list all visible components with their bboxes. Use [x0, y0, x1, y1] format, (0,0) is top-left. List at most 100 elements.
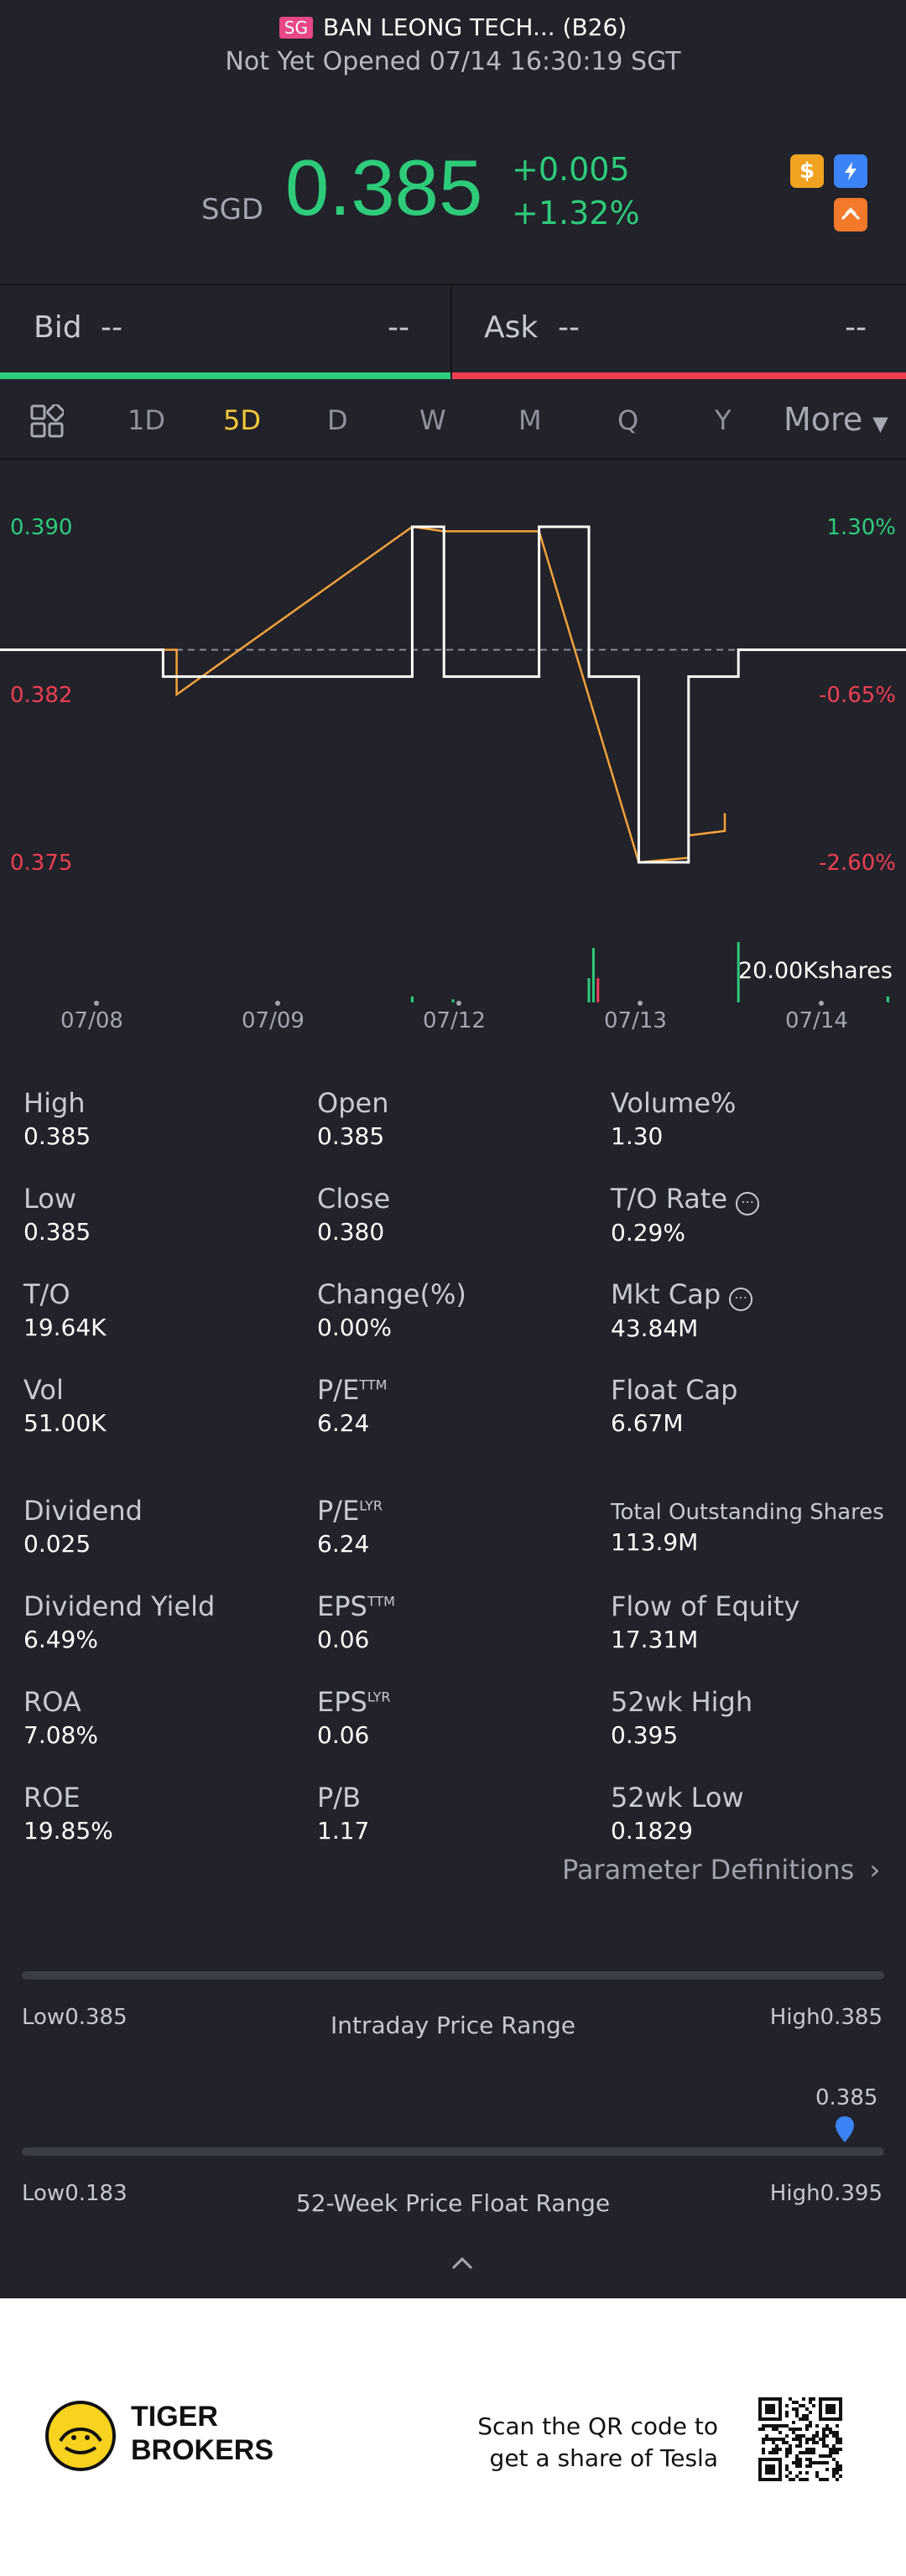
stat-pe-ttm: P/ETTM 6.24 [317, 1374, 387, 1437]
tab-q[interactable]: Q [617, 404, 639, 436]
stat-label: P/B [317, 1782, 362, 1814]
qr-code-icon[interactable] [758, 2397, 842, 2481]
stat-label: Dividend Yield [23, 1590, 216, 1622]
stat-label-sup: TTM [359, 1376, 388, 1393]
bid-size: -- [388, 310, 409, 345]
ask-size: -- [845, 310, 867, 345]
dollar-icon[interactable]: $ [790, 154, 824, 188]
more-tab[interactable]: More ▼ [784, 401, 888, 438]
week52-high: High0.395 [769, 2181, 883, 2206]
stat-label: EPS [317, 1590, 367, 1622]
stat-label: T/O Rate [611, 1183, 728, 1215]
x-tick-dot [275, 1001, 280, 1006]
qr-caption-line1: Scan the QR code to [477, 2412, 718, 2440]
stat-dividend-yield: Dividend Yield 6.49% [23, 1590, 215, 1653]
stat-value: 43.84M [611, 1314, 699, 1342]
stat-turnover: T/O 19.64K [23, 1278, 107, 1341]
tab-1d[interactable]: 1D [128, 404, 165, 436]
stat-value: 1.30 [611, 1122, 664, 1150]
volume-bar [591, 948, 595, 1002]
grid-layout-icon[interactable] [30, 404, 64, 438]
tab-d[interactable]: D [327, 404, 348, 436]
parameter-definitions-label: Parameter Definitions [562, 1854, 855, 1886]
stat-label: Dividend [23, 1495, 143, 1527]
stat-label: Close [317, 1183, 391, 1215]
stock-title[interactable]: BAN LEONG TECH... (B26) [322, 13, 627, 41]
stat-label: P/E [317, 1374, 360, 1406]
stat-float-cap: Float Cap 6.67M [611, 1374, 737, 1437]
stat-value: 0.06 [317, 1721, 370, 1749]
parameter-definitions-link[interactable]: Parameter Definitions › [562, 1854, 880, 1886]
stat-value: 0.06 [317, 1626, 370, 1653]
stat-high: High 0.385 [23, 1087, 91, 1150]
stat-open: Open 0.385 [317, 1087, 388, 1150]
stat-value: 0.385 [317, 1122, 385, 1150]
tab-y[interactable]: Y [715, 404, 732, 436]
footer-banner: TIGER BROKERS Scan the QR code to get a … [0, 2298, 906, 2576]
stat-dividend: Dividend 0.025 [23, 1495, 143, 1558]
stat-value: 0.00% [317, 1314, 392, 1341]
market-badge: SG [279, 16, 313, 39]
stack-icon[interactable] [834, 198, 867, 232]
stat-value: 0.1829 [611, 1817, 693, 1845]
y-tick-right-top: 1.30% [826, 515, 896, 540]
tab-m[interactable]: M [518, 404, 542, 436]
stat-volume-percent: Volume% 1.30 [611, 1087, 736, 1150]
stat-label: 52wk High [611, 1686, 753, 1718]
market-status: Not Yet Opened 07/14 16:30:19 SGT [225, 47, 681, 76]
y-tick-left-top: 0.390 [10, 515, 73, 540]
chevron-up-icon[interactable] [450, 2255, 475, 2272]
stat-value: 0.025 [23, 1530, 91, 1558]
stat-roa: ROA 7.08% [23, 1686, 98, 1749]
stat-label-row: EPSLYR [317, 1686, 391, 1718]
volume-scale-label: 20.00Kshares [738, 958, 893, 984]
week52-range-bar [22, 2147, 884, 2156]
stat-pe-lyr: P/ELYR 6.24 [317, 1495, 383, 1558]
tab-w[interactable]: W [419, 404, 446, 436]
bid-cell: Bid -- -- [0, 285, 450, 376]
stat-eps-lyr: EPSLYR 0.06 [317, 1686, 391, 1749]
stat-market-cap: Mkt Cap ⋯ 43.84M [611, 1278, 753, 1342]
stat-value: 0.29% [611, 1219, 685, 1246]
stat-value: 19.85% [23, 1817, 113, 1845]
ask-cell: Ask -- -- [452, 285, 906, 376]
stat-label-sup: LYR [367, 1689, 391, 1705]
stat-label: P/E [317, 1495, 360, 1527]
stat-turnover-rate: T/O Rate ⋯ 0.29% [611, 1183, 760, 1246]
intraday-chart[interactable]: 0.390 0.382 0.375 1.30% -0.65% -2.60% 20… [0, 461, 906, 1049]
stat-label-row: P/ELYR [317, 1495, 383, 1527]
y-tick-right-mid: -0.65% [819, 683, 896, 708]
volume-bar [587, 978, 591, 1002]
stat-value: 6.24 [317, 1409, 370, 1437]
stat-label: Flow of Equity [611, 1590, 800, 1622]
brand-name-line2: BROKERS [131, 2434, 274, 2466]
stat-label: Low [23, 1183, 77, 1215]
bid-strength-bar [0, 372, 450, 379]
tab-5d[interactable]: 5D [223, 404, 261, 436]
intraday-low: Low0.385 [22, 2005, 128, 2030]
stat-label: Volume% [611, 1087, 737, 1119]
info-icon[interactable]: ⋯ [729, 1288, 753, 1311]
x-tick-dot [456, 1001, 461, 1006]
average-price-line [163, 525, 726, 864]
x-tick-0714: 07/14 [785, 1008, 848, 1033]
stat-value: 0.385 [23, 1122, 91, 1150]
volume-bar [451, 999, 455, 1002]
intraday-range-title: Intraday Price Range [330, 2011, 575, 2039]
info-icon[interactable]: ⋯ [736, 1192, 760, 1215]
brand-name-line1: TIGER [131, 2401, 218, 2433]
stat-pb: P/B 1.17 [317, 1782, 369, 1845]
stat-value: 0.380 [317, 1218, 385, 1246]
stat-value: 6.49% [23, 1626, 98, 1653]
last-price: 0.385 [285, 143, 483, 232]
ask-label: Ask [484, 310, 539, 345]
stat-label: Total Outstanding Shares [611, 1500, 884, 1525]
stat-flow-of-equity: Flow of Equity 17.31M [611, 1590, 799, 1653]
stat-label: Open [317, 1087, 389, 1119]
flash-icon[interactable] [834, 154, 867, 188]
volume-bar [886, 996, 889, 1002]
stat-label-row: P/ETTM [317, 1374, 387, 1406]
stat-close: Close 0.380 [317, 1183, 390, 1246]
y-tick-right-bottom: -2.60% [819, 851, 896, 876]
stat-label: High [23, 1087, 86, 1119]
